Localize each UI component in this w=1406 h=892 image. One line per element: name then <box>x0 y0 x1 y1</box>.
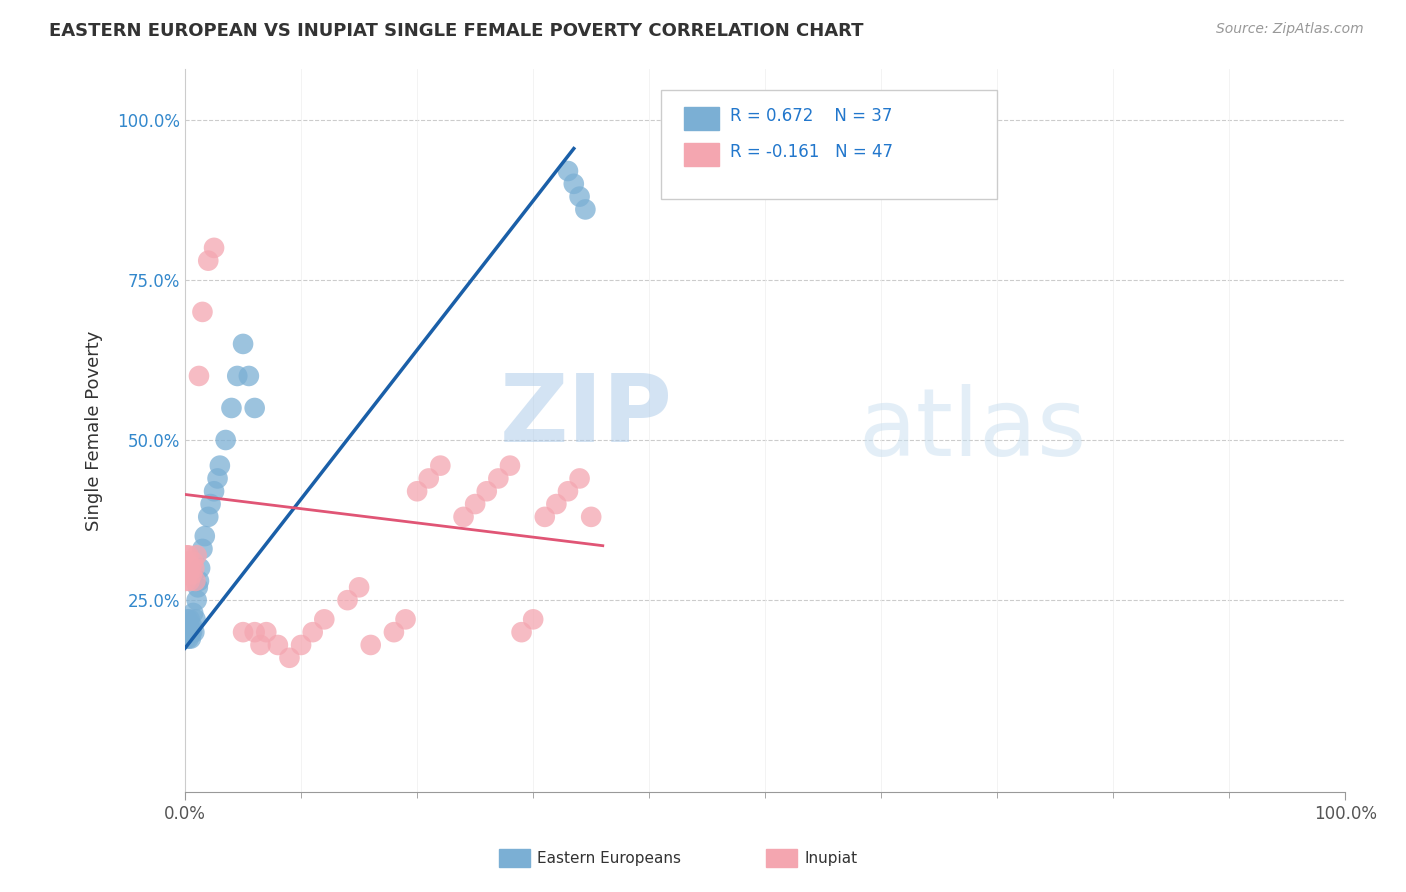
Point <box>181 619 204 633</box>
Text: Inupiat: Inupiat <box>804 851 858 865</box>
Point <box>453 509 475 524</box>
Point <box>429 458 451 473</box>
Point <box>557 164 579 178</box>
Point <box>174 561 197 575</box>
Point <box>226 368 249 383</box>
Point <box>574 202 596 217</box>
Point <box>188 561 211 575</box>
Point <box>533 509 555 524</box>
Point <box>278 650 301 665</box>
Point <box>174 574 197 588</box>
Point <box>180 561 202 575</box>
Point <box>382 625 405 640</box>
Point <box>290 638 312 652</box>
Point <box>499 458 522 473</box>
Point <box>177 561 200 575</box>
Point <box>557 484 579 499</box>
Point <box>406 484 429 499</box>
Point <box>207 471 229 485</box>
Text: atlas: atlas <box>858 384 1087 476</box>
Text: Source: ZipAtlas.com: Source: ZipAtlas.com <box>1216 22 1364 37</box>
Point <box>181 567 204 582</box>
Point <box>221 401 243 415</box>
Point <box>177 549 200 563</box>
Point <box>174 632 197 646</box>
Point <box>188 574 211 588</box>
Point <box>314 612 336 626</box>
Text: ZIP: ZIP <box>499 370 672 462</box>
Point <box>197 509 219 524</box>
Point <box>243 401 266 415</box>
Point <box>183 561 205 575</box>
Point <box>177 632 200 646</box>
Point <box>546 497 568 511</box>
Point <box>568 189 591 203</box>
Point <box>179 625 201 640</box>
Text: R = 0.672    N = 37: R = 0.672 N = 37 <box>731 107 893 125</box>
Point <box>202 241 225 255</box>
Point <box>464 497 486 511</box>
Point <box>394 612 416 626</box>
Point <box>568 471 591 485</box>
Point <box>418 471 440 485</box>
Point <box>191 305 214 319</box>
Point <box>174 549 197 563</box>
Point <box>187 580 209 594</box>
Point <box>194 529 217 543</box>
Point <box>197 253 219 268</box>
Y-axis label: Single Female Poverty: Single Female Poverty <box>86 330 103 531</box>
Point <box>562 177 585 191</box>
Point <box>176 567 198 582</box>
Bar <box>683 143 718 166</box>
FancyBboxPatch shape <box>661 90 997 199</box>
Point <box>232 337 254 351</box>
Text: R = -0.161   N = 47: R = -0.161 N = 47 <box>731 144 893 161</box>
Point <box>176 612 198 626</box>
Point <box>191 541 214 556</box>
Point <box>347 580 370 594</box>
Point <box>249 638 271 652</box>
Point <box>184 574 207 588</box>
Point <box>179 612 201 626</box>
Point <box>238 368 260 383</box>
Point <box>254 625 277 640</box>
Point <box>177 619 200 633</box>
Point <box>176 625 198 640</box>
Point <box>200 497 222 511</box>
Point <box>176 555 198 569</box>
Text: Eastern Europeans: Eastern Europeans <box>537 851 681 865</box>
Point <box>188 368 211 383</box>
Point <box>232 625 254 640</box>
Point <box>186 549 208 563</box>
Point <box>183 625 205 640</box>
Point <box>181 555 204 569</box>
Point <box>475 484 498 499</box>
Point <box>301 625 323 640</box>
Point <box>181 606 204 620</box>
Point <box>510 625 533 640</box>
Point <box>243 625 266 640</box>
Point <box>174 625 197 640</box>
Point <box>179 574 201 588</box>
Point <box>522 612 544 626</box>
Point <box>208 458 231 473</box>
Point <box>184 612 207 626</box>
Bar <box>683 107 718 130</box>
Point <box>360 638 382 652</box>
Point <box>186 593 208 607</box>
Point <box>267 638 290 652</box>
Point <box>215 433 238 447</box>
Point <box>486 471 509 485</box>
Text: EASTERN EUROPEAN VS INUPIAT SINGLE FEMALE POVERTY CORRELATION CHART: EASTERN EUROPEAN VS INUPIAT SINGLE FEMAL… <box>49 22 863 40</box>
Point <box>579 509 602 524</box>
Point <box>202 484 225 499</box>
Point <box>181 625 204 640</box>
Point <box>336 593 359 607</box>
Point <box>174 619 197 633</box>
Point <box>180 625 202 640</box>
Point <box>180 632 202 646</box>
